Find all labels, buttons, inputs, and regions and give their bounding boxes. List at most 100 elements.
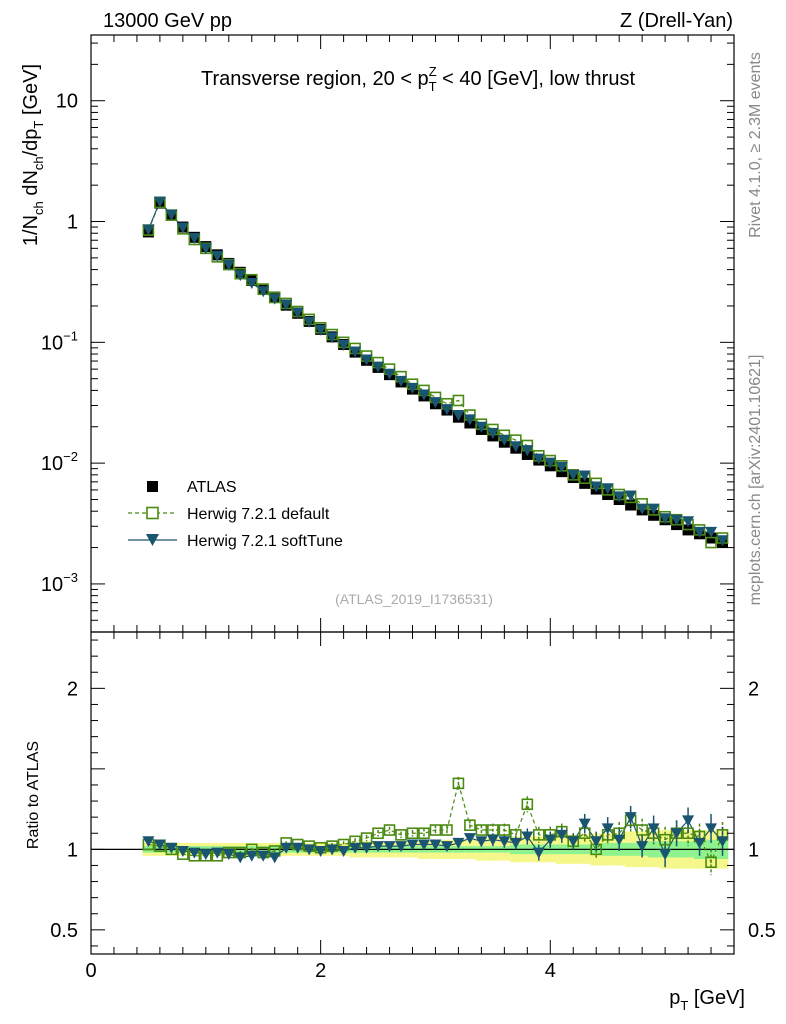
data-point-herwig-softtune (383, 368, 396, 380)
x-tick-label: 2 (315, 960, 326, 982)
data-point-herwig-softtune (429, 397, 442, 409)
legend: ATLAS Herwig 7.2.1 default Herwig 7.2.1 … (128, 479, 343, 550)
ratio-point-herwig-softtune (544, 834, 557, 846)
ratio-point-herwig-softtune (211, 847, 224, 859)
legend-marker-atlas (147, 481, 158, 492)
ratio-point-herwig-softtune (406, 839, 419, 851)
ratio-point-herwig-default (406, 827, 419, 840)
ratio-point-herwig-softtune (199, 849, 212, 861)
data-point-herwig-softtune (578, 470, 591, 482)
ratio-point-herwig-softtune (567, 836, 580, 848)
ratio-y-tick-label-right: 1 (748, 839, 759, 861)
ratio-point-herwig-softtune (590, 836, 603, 848)
ratio-point-herwig-default (418, 827, 430, 840)
ratio-point-herwig-softtune (693, 837, 706, 849)
plot-title-sup-z: Z (429, 64, 437, 79)
ratio-point-herwig-softtune (314, 845, 327, 857)
data-point-herwig-softtune (693, 526, 706, 538)
ratio-point-herwig-softtune (349, 842, 362, 854)
analysis-id-label: (ATLAS_2019_I1736531) (335, 591, 493, 607)
data-point-herwig-softtune (682, 516, 695, 528)
data-point-herwig-softtune (486, 427, 499, 439)
ratio-point-herwig-softtune (268, 852, 281, 864)
ratio-point-herwig-softtune (280, 842, 293, 854)
ratio-point-herwig-softtune (475, 836, 488, 848)
data-point-herwig-softtune (659, 513, 672, 525)
data-point-herwig-softtune (544, 457, 557, 469)
ratio-point-herwig-softtune (222, 849, 235, 861)
ratio-point-herwig-default (498, 824, 511, 836)
ratio-point-herwig-softtune (705, 823, 718, 835)
ratio-line-herwig-default (148, 780, 724, 864)
data-point-herwig-softtune (647, 503, 660, 515)
main-plot-marks (142, 196, 729, 549)
ratio-point-herwig-default (372, 827, 384, 840)
data-point-herwig-softtune (268, 293, 281, 305)
ratio-point-herwig-softtune (532, 847, 545, 859)
ratio-point-herwig-softtune (555, 829, 568, 841)
data-point-herwig-softtune (440, 404, 453, 416)
ratio-point-herwig-softtune (636, 841, 649, 853)
ratio-point-herwig-default (521, 798, 534, 811)
data-point-herwig-softtune (234, 270, 247, 282)
legend-label-herwig-default: Herwig 7.2.1 default (187, 506, 330, 523)
plot-title-part-2: < 40 [GeV], low thrust (437, 68, 636, 90)
data-point-herwig-softtune (280, 299, 293, 311)
data-point-herwig-softtune (716, 535, 729, 547)
data-point-herwig-softtune (337, 340, 350, 352)
main-y-tick-label: 10−1 (41, 328, 78, 354)
data-point-herwig-softtune (670, 514, 683, 526)
ratio-point-herwig-softtune (463, 833, 476, 845)
ratio-point-herwig-softtune (670, 828, 683, 840)
plot-title: Transverse region, 20 < pZ T < 40 [GeV], … (201, 64, 635, 94)
data-point-herwig-softtune (372, 361, 385, 373)
data-point-herwig-softtune (291, 307, 304, 319)
ratio-point-herwig-default (659, 833, 671, 846)
ratio-point-herwig-softtune (659, 849, 672, 861)
ratio-point-herwig-default (487, 824, 499, 836)
data-point-herwig-softtune (601, 483, 614, 495)
ratio-point-herwig-softtune (165, 842, 178, 854)
ratio-point-herwig-softtune (716, 836, 729, 848)
data-point-herwig-softtune (153, 196, 166, 208)
ratio-point-herwig-default (441, 824, 453, 836)
ratio-point-herwig-default (533, 829, 545, 841)
ratio-point-herwig-softtune (613, 834, 626, 846)
rivet-version-label: Rivet 4.1.0, ≥ 2.3M events (747, 52, 764, 238)
ratio-point-herwig-softtune (245, 850, 258, 862)
data-point-herwig-softtune (349, 346, 362, 358)
ratio-plot-panel: 0.5 0.5 1 1 2 2 0 2 4 Ratio to ATLAS pT [GeV] (25, 631, 776, 1013)
ratio-point-herwig-softtune (498, 836, 511, 848)
ratio-point-herwig-softtune (601, 823, 614, 835)
ratio-point-herwig-softtune (440, 841, 453, 853)
ratio-point-herwig-softtune (291, 842, 304, 854)
data-point-herwig-softtune (326, 332, 339, 344)
data-point-herwig-softtune (555, 461, 568, 473)
x-tick-label: 0 (85, 960, 96, 982)
data-point-atlas (625, 499, 637, 511)
ratio-point-herwig-softtune (383, 841, 396, 853)
ratio-point-herwig-default (395, 829, 407, 841)
data-point-herwig-softtune (165, 209, 178, 221)
data-point-herwig-softtune (532, 453, 545, 465)
ratio-point-herwig-softtune (417, 839, 430, 851)
ratio-y-tick-label: 0.5 (50, 920, 78, 942)
ratio-point-herwig-default (475, 824, 488, 836)
data-point-herwig-softtune (303, 316, 316, 328)
mcplots-source-label: mcplots.cern.ch [arXiv:2401.10621] (747, 355, 764, 606)
data-point-herwig-softtune (188, 233, 201, 245)
data-point-herwig-softtune (590, 481, 603, 493)
data-point-herwig-softtune (521, 445, 534, 457)
ratio-point-herwig-softtune (360, 842, 373, 854)
legend-marker-herwig-softtune (146, 534, 159, 546)
ratio-point-herwig-softtune (682, 815, 695, 827)
data-point-herwig-softtune (142, 224, 155, 236)
data-point-herwig-softtune (222, 259, 235, 271)
header-left-label: 13000 GeV pp (103, 10, 232, 32)
ratio-point-herwig-softtune (176, 845, 189, 857)
ratio-point-herwig-softtune (257, 850, 270, 862)
ratio-point-herwig-softtune (521, 831, 534, 843)
ratio-axis-ticks: 0.5 0.5 1 1 2 2 0 2 4 (50, 632, 776, 982)
ratio-point-herwig-softtune (486, 834, 499, 846)
